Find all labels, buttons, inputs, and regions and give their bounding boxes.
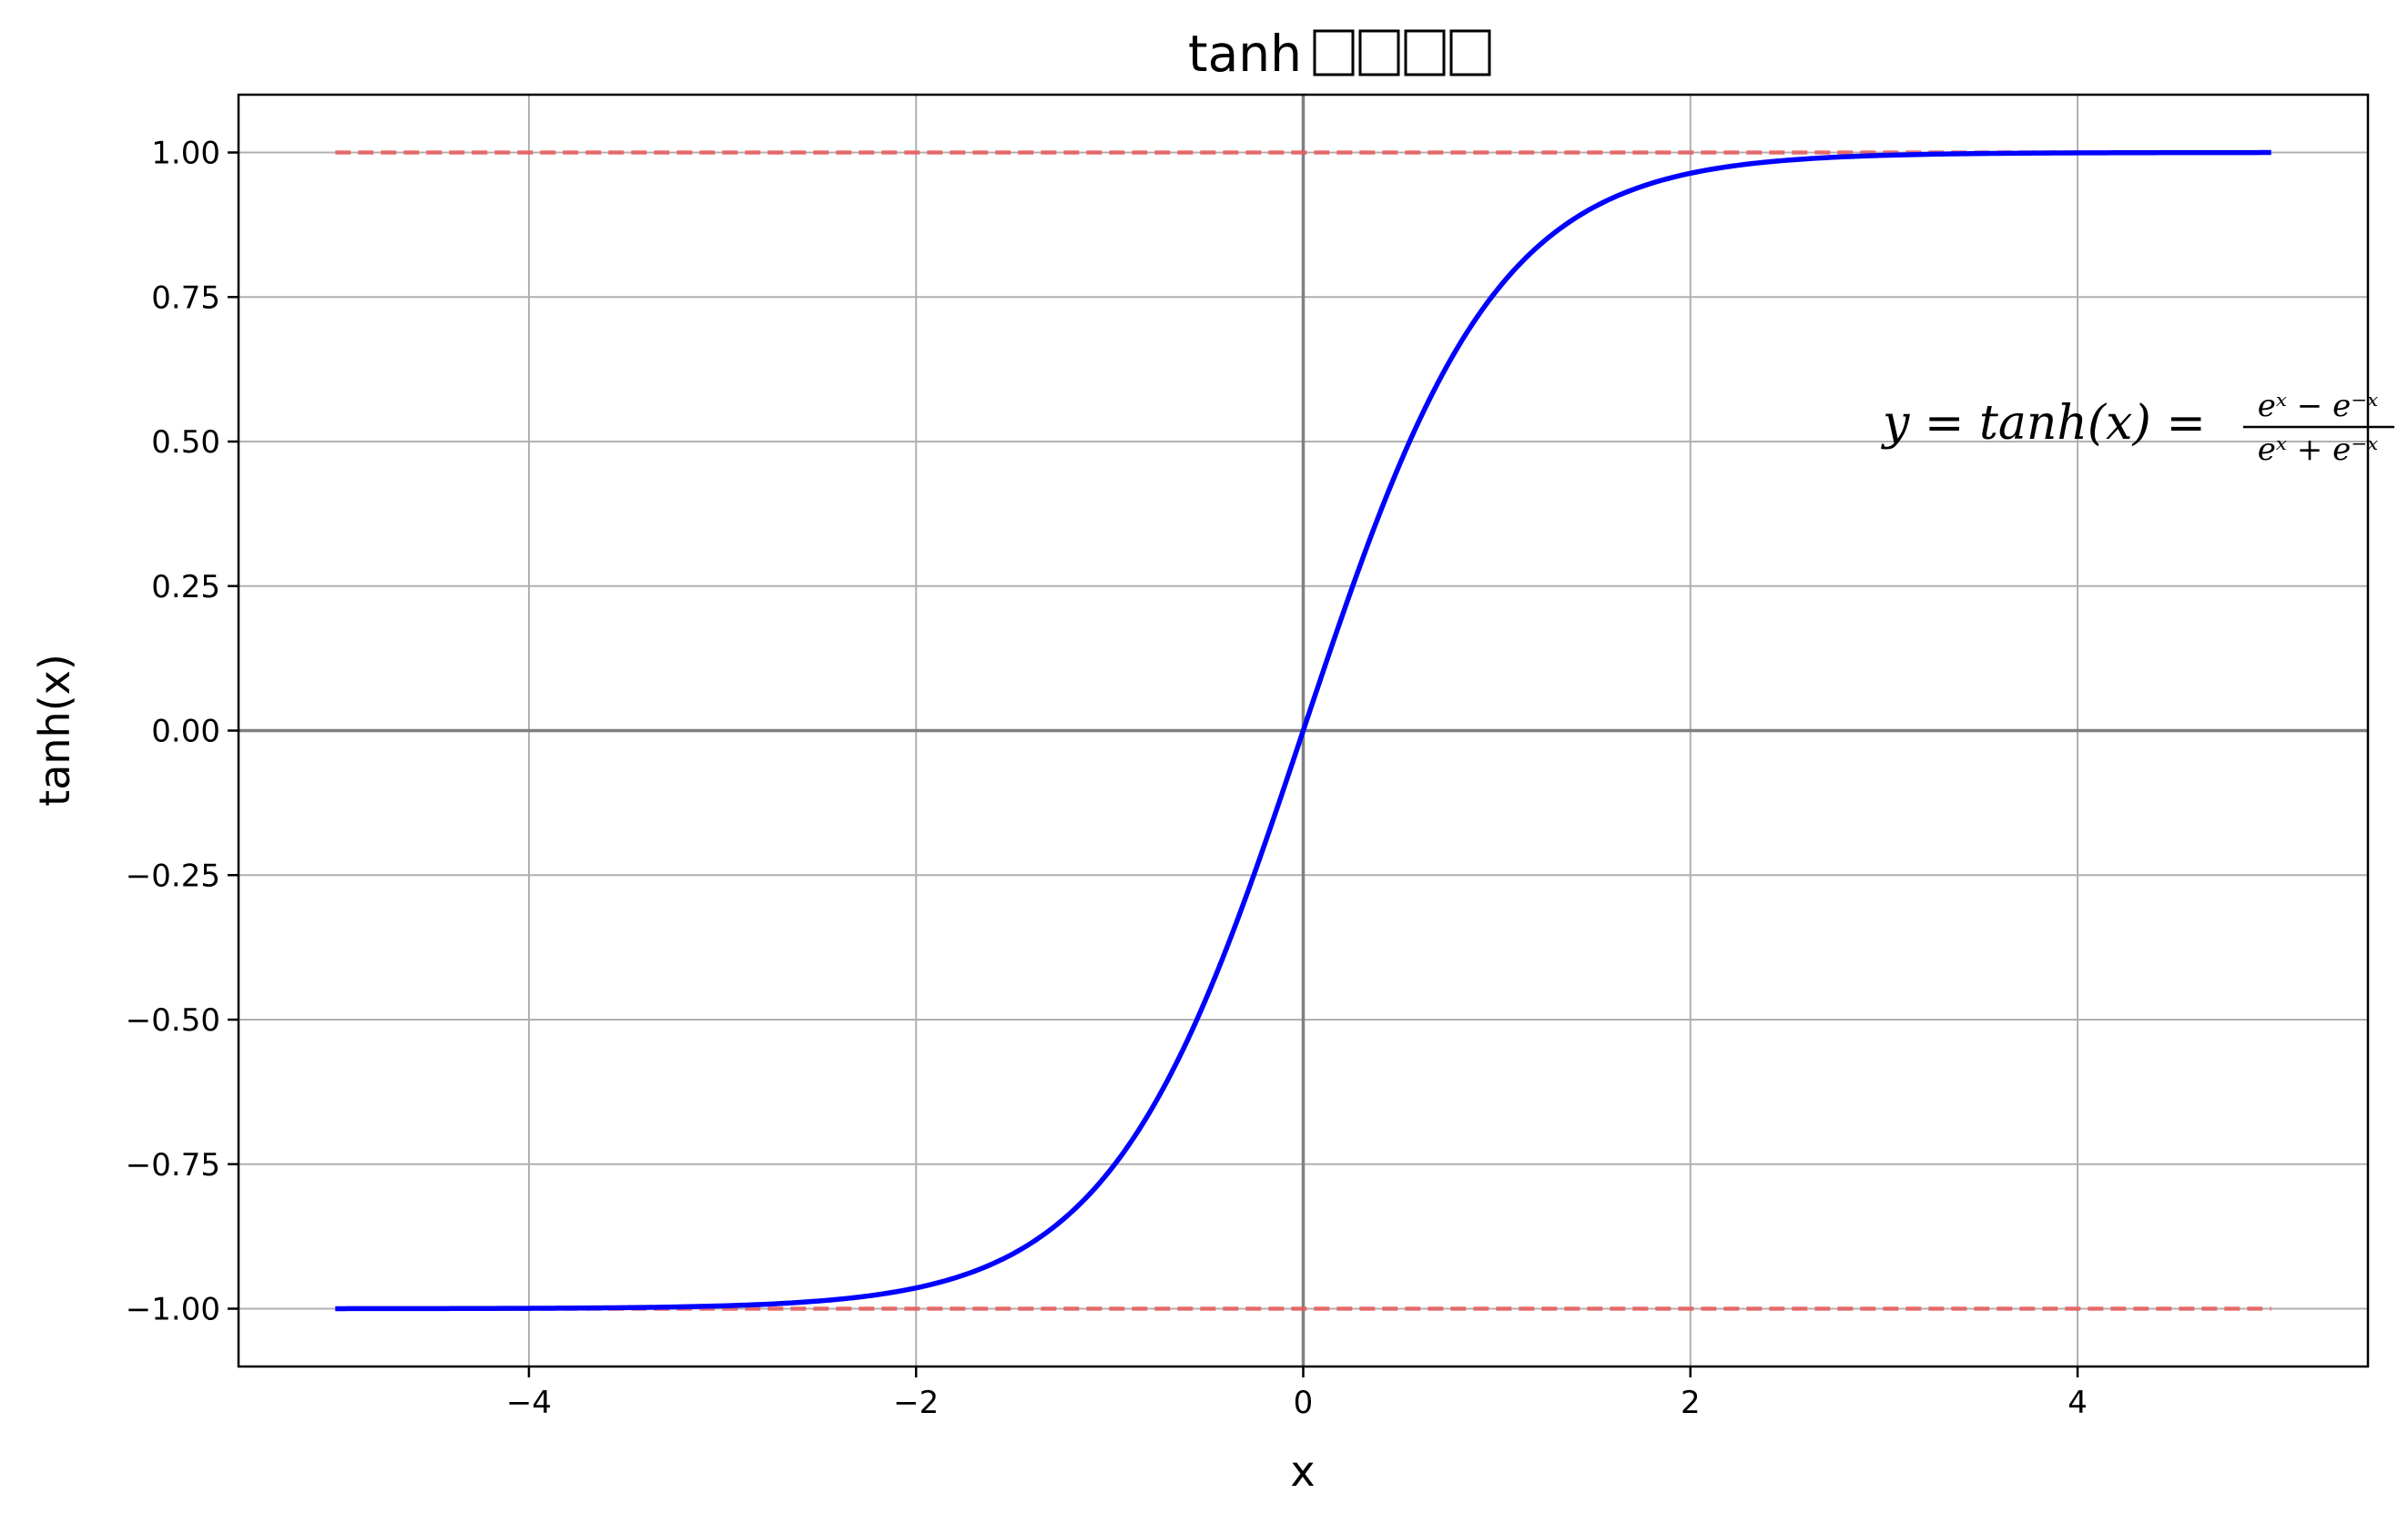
title-missing-glyph <box>1404 29 1446 76</box>
x-axis-label: x <box>1290 1447 1315 1496</box>
formula-numerator: eˣ − e⁻ˣ <box>2258 388 2378 424</box>
x-tick-label: 0 <box>1294 1385 1314 1421</box>
title-missing-glyph <box>1449 29 1491 76</box>
y-axis-ticks: 1.00 0.75 0.50 0.25 0.00 −0.25 −0.50 −0.75 −1.00 <box>126 136 239 1328</box>
x-axis-ticks: −4 −2 0 2 4 <box>506 1367 2088 1421</box>
y-tick-label: −0.50 <box>126 1002 220 1039</box>
y-tick-label: −0.75 <box>126 1147 220 1184</box>
x-tick-label: 4 <box>2068 1385 2088 1421</box>
y-tick-label: 0.25 <box>151 569 220 605</box>
y-tick-label: 0.75 <box>151 279 220 316</box>
tanh-curve <box>335 149 2271 1312</box>
chart-title-missing-glyphs <box>1313 29 1491 76</box>
x-tick-label: 2 <box>1681 1385 1701 1421</box>
x-tick-label: −4 <box>506 1385 552 1421</box>
y-axis-label: tanh(x) <box>30 654 79 807</box>
formula-lhs: y = tanh(x) = <box>1881 396 2206 451</box>
formula-denominator: eˣ + e⁻ˣ <box>2258 432 2378 468</box>
y-tick-label: −1.00 <box>126 1292 220 1328</box>
chart-title-text: tanh <box>1188 25 1302 83</box>
y-tick-label: 1.00 <box>151 136 220 172</box>
y-tick-label: 0.50 <box>151 424 220 461</box>
title-missing-glyph <box>1313 29 1355 76</box>
title-missing-glyph <box>1358 29 1400 76</box>
formula-annotation: y = tanh(x) = eˣ − e⁻ˣ eˣ + e⁻ˣ <box>1881 388 2394 468</box>
x-tick-label: −2 <box>893 1385 939 1421</box>
chart-title: tanh <box>1188 25 1491 83</box>
series-layer <box>335 149 2271 1312</box>
y-tick-label: 0.00 <box>151 714 220 750</box>
y-tick-label: −0.25 <box>126 858 220 894</box>
